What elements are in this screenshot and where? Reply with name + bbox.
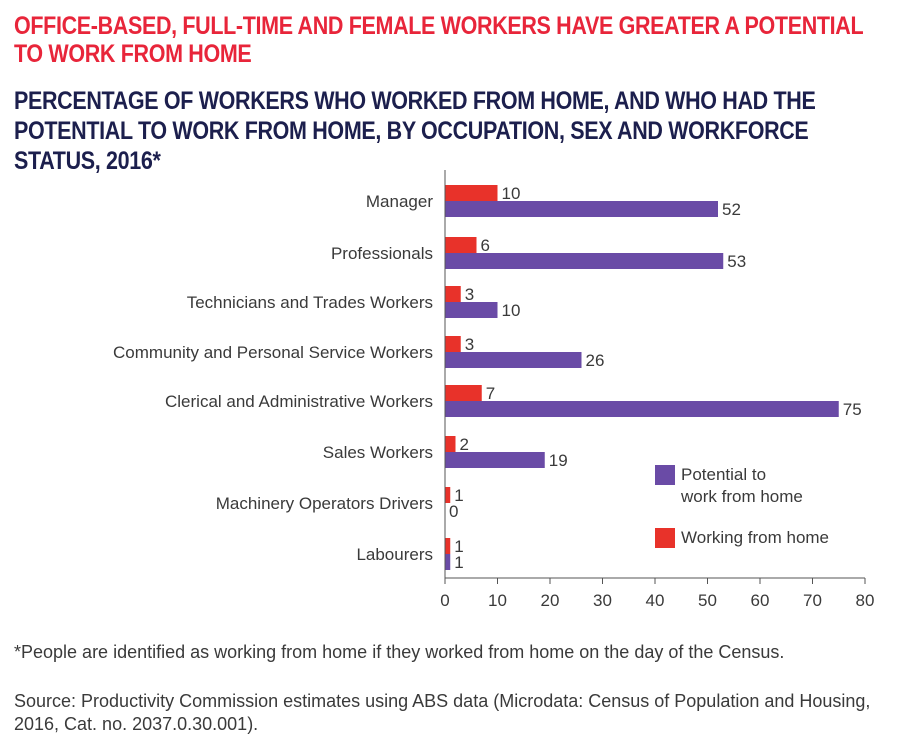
bar-working bbox=[445, 336, 461, 352]
x-tick-label: 0 bbox=[440, 591, 449, 610]
legend-swatch-working bbox=[655, 528, 675, 548]
bar-working bbox=[445, 286, 461, 302]
x-tick-label: 50 bbox=[698, 591, 717, 610]
category-label: Technicians and Trades Workers bbox=[187, 293, 433, 312]
bar-potential bbox=[445, 401, 839, 417]
bar-potential bbox=[445, 201, 718, 217]
footnote: *People are identified as working from h… bbox=[14, 642, 785, 662]
data-label: 3 bbox=[465, 285, 474, 304]
chart-subtitle: PERCENTAGE OF WORKERS WHO WORKED FROM HO… bbox=[14, 87, 816, 175]
x-tick-label: 30 bbox=[593, 591, 612, 610]
x-tick-label: 10 bbox=[488, 591, 507, 610]
category-label: Machinery Operators Drivers bbox=[216, 494, 433, 513]
data-label: 6 bbox=[481, 236, 490, 255]
bar-working bbox=[445, 385, 482, 401]
bar-working bbox=[445, 436, 456, 452]
category-label: Sales Workers bbox=[323, 443, 433, 462]
x-tick-label: 70 bbox=[803, 591, 822, 610]
bar-working bbox=[445, 185, 498, 201]
data-label: 3 bbox=[465, 335, 474, 354]
data-label: 52 bbox=[722, 200, 741, 219]
data-label: 2 bbox=[460, 435, 469, 454]
x-tick-label: 80 bbox=[856, 591, 875, 610]
category-label: Manager bbox=[366, 192, 433, 211]
bar-potential bbox=[445, 253, 724, 269]
x-tick-label: 20 bbox=[541, 591, 560, 610]
bar-potential bbox=[445, 452, 545, 468]
legend-label-potential: Potential to bbox=[681, 465, 766, 484]
bar-potential bbox=[445, 352, 582, 368]
data-label: 53 bbox=[727, 252, 746, 271]
source-note: Source: Productivity Commission estimate… bbox=[14, 691, 871, 734]
chart-title: OFFICE-BASED, FULL-TIME AND FEMALE WORKE… bbox=[14, 12, 863, 68]
bar-working bbox=[445, 237, 477, 253]
data-label: 75 bbox=[843, 400, 862, 419]
x-tick-label: 60 bbox=[751, 591, 770, 610]
data-label: 19 bbox=[549, 451, 568, 470]
bar-potential bbox=[445, 302, 498, 318]
data-label: 1 bbox=[454, 486, 463, 505]
bar-working bbox=[445, 487, 451, 503]
data-label: 0 bbox=[449, 502, 458, 521]
bar-potential bbox=[445, 554, 451, 570]
data-label: 10 bbox=[502, 301, 521, 320]
category-label: Clerical and Administrative Workers bbox=[165, 392, 433, 411]
category-label: Professionals bbox=[331, 244, 433, 263]
legend-swatch-potential bbox=[655, 465, 675, 485]
data-label: 7 bbox=[486, 384, 495, 403]
bar-working bbox=[445, 538, 451, 554]
data-label: 1 bbox=[454, 553, 463, 572]
category-label: Labourers bbox=[356, 545, 433, 564]
x-tick-label: 40 bbox=[646, 591, 665, 610]
data-label: 26 bbox=[586, 351, 605, 370]
category-label: Community and Personal Service Workers bbox=[113, 343, 433, 362]
data-label: 10 bbox=[502, 184, 521, 203]
legend-label-working: Working from home bbox=[681, 528, 829, 547]
legend-label-potential: work from home bbox=[680, 487, 803, 506]
data-label: 1 bbox=[454, 537, 463, 556]
